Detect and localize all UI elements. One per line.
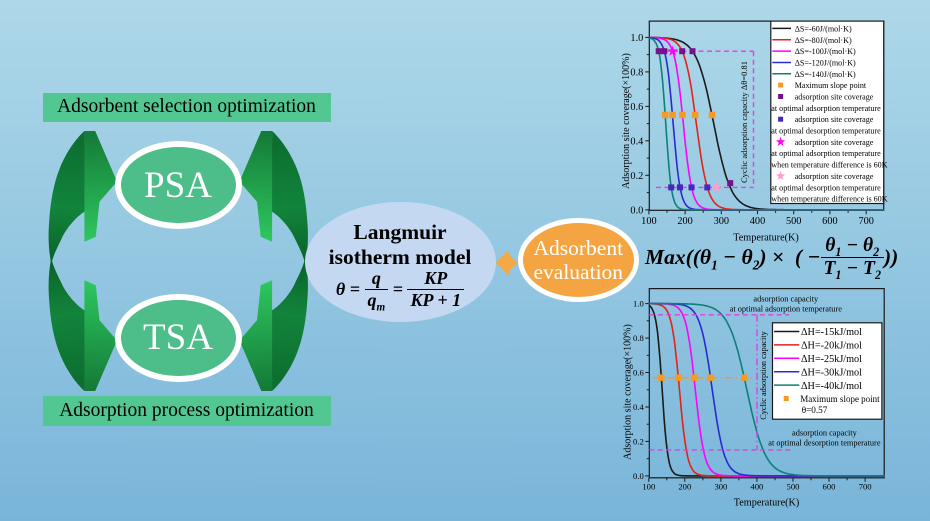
svg-text:0.6: 0.6 xyxy=(633,368,644,378)
svg-text:500: 500 xyxy=(786,216,801,227)
svg-text:0.0: 0.0 xyxy=(630,205,643,216)
svg-text:ΔS=-100J/(mol·K): ΔS=-100J/(mol·K) xyxy=(795,47,856,56)
svg-text:600: 600 xyxy=(822,216,837,227)
svg-text:ΔH=-20kJ/mol: ΔH=-20kJ/mol xyxy=(801,341,862,352)
svg-text:0.4: 0.4 xyxy=(633,402,644,412)
svg-text:400: 400 xyxy=(750,216,765,227)
svg-text:adsorption capacity: adsorption capacity xyxy=(792,429,858,438)
svg-text:1.0: 1.0 xyxy=(630,33,643,44)
svg-text:Cyclic adsorption capacity: Cyclic adsorption capacity xyxy=(759,330,768,419)
svg-text:Maximum slope point: Maximum slope point xyxy=(800,394,880,404)
svg-text:adsorption capacity: adsorption capacity xyxy=(753,294,819,303)
svg-text:0.8: 0.8 xyxy=(633,333,644,343)
svg-text:Temperature(K): Temperature(K) xyxy=(734,498,799,509)
svg-text:ΔH=-25kJ/mol: ΔH=-25kJ/mol xyxy=(801,354,862,365)
svg-text:Adsorption site coverage(×100%: Adsorption site coverage(×100%) xyxy=(621,53,632,189)
svg-text:500: 500 xyxy=(787,481,800,491)
svg-text:600: 600 xyxy=(823,481,836,491)
svg-text:1.0: 1.0 xyxy=(633,299,644,309)
svg-text:Adsorption site coverage(×100%: Adsorption site coverage(×100%) xyxy=(623,324,634,460)
svg-text:adsorption site coverage: adsorption site coverage xyxy=(795,93,874,102)
svg-text:θ=0.57: θ=0.57 xyxy=(802,405,828,415)
svg-text:0.0: 0.0 xyxy=(633,471,644,481)
svg-text:Cyclic adsorption capacity Δθ=: Cyclic adsorption capacity Δθ=0.81 xyxy=(739,61,749,183)
svg-text:when temperature difference is: when temperature difference is 60K xyxy=(771,195,887,204)
svg-text:at optimal desorption temperat: at optimal desorption temperature xyxy=(768,439,881,448)
svg-text:100: 100 xyxy=(641,216,656,227)
svg-text:adsorption site coverage: adsorption site coverage xyxy=(795,115,874,124)
svg-text:400: 400 xyxy=(750,481,763,491)
svg-text:at optimal adsorption temperat: at optimal adsorption temperature xyxy=(771,149,881,158)
svg-text:at optimal desorption temperat: at optimal desorption temperature xyxy=(771,127,881,136)
svg-text:at optimal adsorption temperat: at optimal adsorption temperature xyxy=(771,104,881,113)
svg-text:adsorption site coverage: adsorption site coverage xyxy=(795,138,874,147)
svg-text:700: 700 xyxy=(859,481,872,491)
svg-text:300: 300 xyxy=(714,216,729,227)
svg-text:ΔH=-30kJ/mol: ΔH=-30kJ/mol xyxy=(801,367,862,378)
svg-text:at optimal desorption temperat: at optimal desorption temperature xyxy=(771,183,881,192)
svg-text:ΔS=-80J/(mol·K): ΔS=-80J/(mol·K) xyxy=(795,36,852,45)
svg-text:0.2: 0.2 xyxy=(633,436,644,446)
svg-text:0.6: 0.6 xyxy=(630,102,643,113)
svg-text:at optimal adsorption temperat: at optimal adsorption temperature xyxy=(730,305,843,314)
svg-text:Temperature(K): Temperature(K) xyxy=(733,233,798,244)
svg-text:0.4: 0.4 xyxy=(630,136,643,147)
svg-text:ΔH=-15kJ/mol: ΔH=-15kJ/mol xyxy=(801,327,862,338)
svg-text:Maximum slope point: Maximum slope point xyxy=(795,81,867,90)
svg-text:700: 700 xyxy=(858,216,873,227)
svg-text:200: 200 xyxy=(677,216,692,227)
svg-text:100: 100 xyxy=(642,481,655,491)
svg-text:ΔS=-140J/(mol·K): ΔS=-140J/(mol·K) xyxy=(795,70,856,79)
svg-text:ΔH=-40kJ/mol: ΔH=-40kJ/mol xyxy=(801,381,862,392)
svg-text:200: 200 xyxy=(678,481,691,491)
svg-text:300: 300 xyxy=(714,481,727,491)
svg-text:ΔS=-120J/(mol·K): ΔS=-120J/(mol·K) xyxy=(795,59,856,68)
svg-text:ΔS=-60J/(mol·K): ΔS=-60J/(mol·K) xyxy=(795,24,852,33)
svg-text:0.2: 0.2 xyxy=(630,171,643,182)
svg-text:0.8: 0.8 xyxy=(630,68,643,79)
svg-text:when temperature difference is: when temperature difference is 60K xyxy=(771,161,887,170)
svg-text:adsorption site coverage: adsorption site coverage xyxy=(795,172,874,181)
